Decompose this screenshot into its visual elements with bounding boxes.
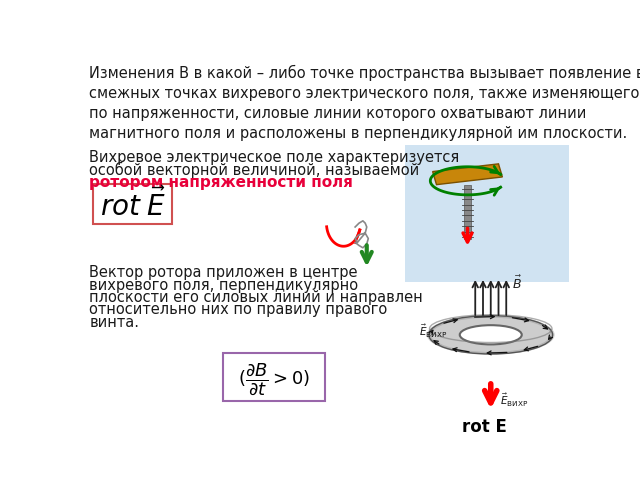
Text: Вектор ротора приложен в центре: Вектор ротора приложен в центре bbox=[90, 265, 358, 280]
Polygon shape bbox=[433, 164, 502, 185]
Text: винта.: винта. bbox=[90, 315, 140, 330]
FancyBboxPatch shape bbox=[463, 185, 472, 239]
Text: Изменения B в какой – либо точке пространства вызывает появление в
смежных точка: Изменения B в какой – либо точке простра… bbox=[90, 65, 640, 141]
Ellipse shape bbox=[427, 315, 555, 355]
Text: плоскости его силовых линий и направлен: плоскости его силовых линий и направлен bbox=[90, 290, 423, 305]
Text: $\vec{E}_{\rm ВИХР}$: $\vec{E}_{\rm ВИХР}$ bbox=[419, 322, 447, 339]
Ellipse shape bbox=[429, 316, 552, 353]
Text: rot E: rot E bbox=[462, 418, 507, 436]
Ellipse shape bbox=[460, 325, 522, 345]
Text: особой векторной величиной, называемой: особой векторной величиной, называемой bbox=[90, 162, 420, 179]
Text: $(\dfrac{\partial B}{\partial t} > 0)$: $(\dfrac{\partial B}{\partial t} > 0)$ bbox=[238, 361, 310, 396]
Text: относительно них по правилу правого: относительно них по правилу правого bbox=[90, 302, 388, 317]
Text: $\vec{E}_{\rm ВИХР}$: $\vec{E}_{\rm ВИХР}$ bbox=[500, 392, 528, 409]
FancyBboxPatch shape bbox=[223, 353, 325, 401]
Text: $\vec{B}$: $\vec{B}$ bbox=[513, 275, 522, 292]
Text: вихревого поля, перпендикулярно: вихревого поля, перпендикулярно bbox=[90, 278, 358, 293]
FancyBboxPatch shape bbox=[404, 145, 569, 282]
Text: ротором напряженности поля: ротором напряженности поля bbox=[90, 175, 353, 190]
Text: $rot\; \vec{E}$: $rot\; \vec{E}$ bbox=[100, 188, 166, 223]
FancyBboxPatch shape bbox=[93, 184, 172, 224]
Text: Вихревое электрическое поле характеризуется: Вихревое электрическое поле характеризуе… bbox=[90, 150, 460, 165]
